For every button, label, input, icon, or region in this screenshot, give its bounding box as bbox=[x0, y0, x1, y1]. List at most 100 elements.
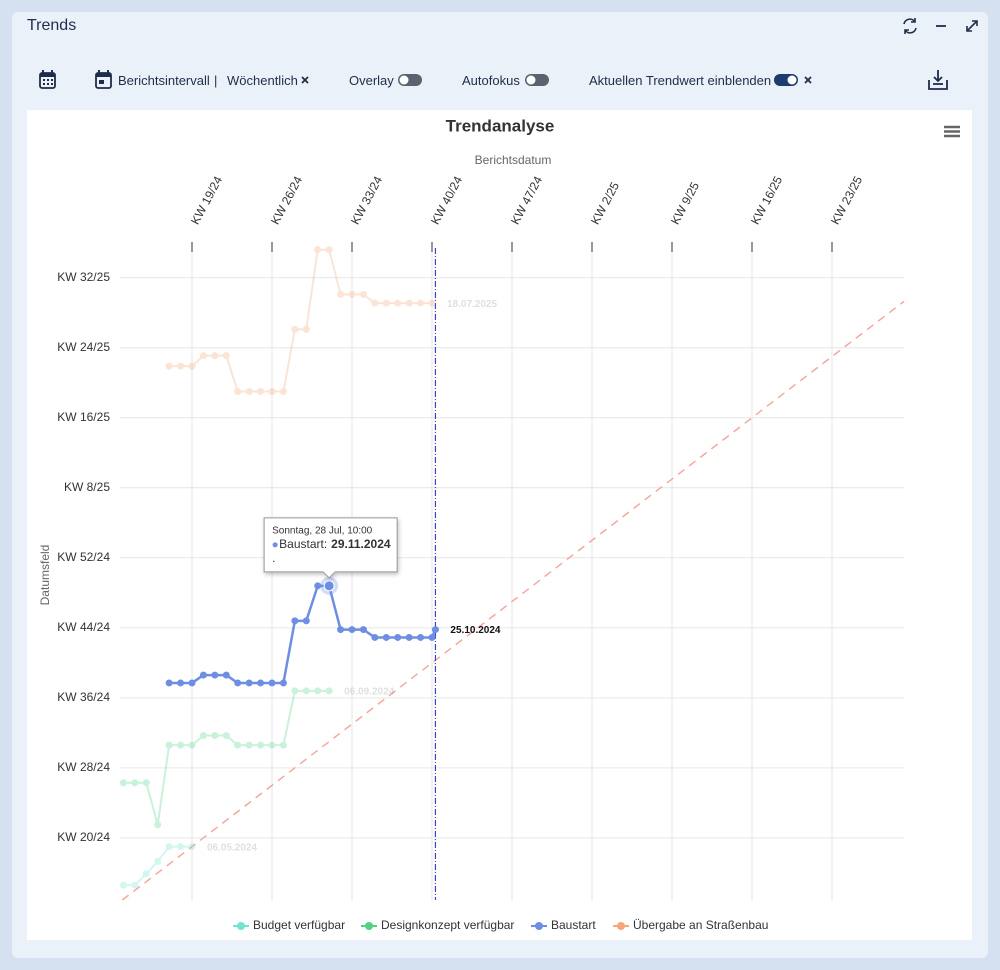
point bbox=[188, 362, 196, 370]
interval-label: Berichtsintervall bbox=[118, 73, 210, 88]
x-tick-label: KW 26/24 bbox=[268, 174, 305, 227]
y-tick-label: KW 20/24 bbox=[57, 830, 110, 844]
series-line bbox=[123, 689, 330, 825]
end-label: 25.10.2024 bbox=[450, 625, 500, 636]
point[interactable] bbox=[222, 671, 230, 679]
chart: Trendanalyse Berichtsdatum Datumsfeld KW… bbox=[38, 116, 960, 932]
point[interactable] bbox=[177, 679, 185, 687]
point bbox=[154, 821, 162, 829]
y-tick-label: KW 32/25 bbox=[57, 270, 110, 284]
end-label: 18.07.2025 bbox=[447, 299, 497, 310]
toggle-switch[interactable] bbox=[398, 74, 422, 86]
point bbox=[154, 857, 162, 865]
series: 06.05.2024 bbox=[119, 842, 257, 889]
point bbox=[314, 246, 322, 254]
point[interactable] bbox=[165, 679, 173, 687]
calendar-button[interactable] bbox=[39, 70, 56, 89]
point[interactable] bbox=[394, 633, 402, 641]
legend-item[interactable]: Baustart bbox=[531, 918, 596, 932]
point bbox=[257, 388, 265, 396]
point[interactable] bbox=[314, 582, 322, 590]
point bbox=[337, 290, 345, 298]
chart-container: Trendanalyse Berichtsdatum Datumsfeld KW… bbox=[27, 110, 972, 940]
point bbox=[211, 352, 219, 360]
point[interactable] bbox=[268, 679, 276, 687]
point bbox=[359, 290, 367, 298]
legend-item[interactable]: Übergabe an Straßenbau bbox=[613, 918, 768, 932]
point[interactable] bbox=[337, 626, 345, 634]
point[interactable] bbox=[257, 679, 265, 687]
y-tick-label: KW 8/25 bbox=[64, 480, 110, 494]
point bbox=[325, 687, 333, 695]
x-tick-label: KW 23/25 bbox=[828, 174, 865, 227]
point[interactable] bbox=[211, 671, 219, 679]
x-axis-title: Berichtsdatum bbox=[475, 153, 552, 167]
point bbox=[234, 741, 242, 749]
point[interactable] bbox=[199, 671, 207, 679]
point[interactable] bbox=[371, 633, 379, 641]
legend-item[interactable]: Budget verfügbar bbox=[233, 918, 345, 932]
point bbox=[382, 299, 390, 307]
point[interactable] bbox=[405, 633, 413, 641]
point bbox=[188, 843, 196, 851]
point[interactable] bbox=[348, 626, 356, 634]
point bbox=[199, 352, 207, 360]
point[interactable] bbox=[323, 580, 335, 592]
refresh-button[interactable] bbox=[903, 18, 917, 34]
y-tick-label: KW 28/24 bbox=[57, 760, 110, 774]
point bbox=[245, 741, 253, 749]
x-tick-label: KW 9/25 bbox=[668, 179, 702, 226]
point bbox=[245, 388, 253, 396]
toggle-knob bbox=[787, 75, 797, 85]
point[interactable] bbox=[188, 679, 196, 687]
toggles bbox=[398, 74, 798, 86]
end-label: 06.05.2024 bbox=[207, 842, 257, 853]
legend-item[interactable]: Designkonzept verfügbar bbox=[361, 918, 514, 932]
toggle-switch[interactable] bbox=[774, 74, 798, 86]
series: 18.07.2025 bbox=[165, 246, 497, 396]
point bbox=[394, 299, 402, 307]
x-tick-label: KW 47/24 bbox=[508, 174, 545, 227]
point[interactable] bbox=[291, 617, 299, 625]
clear-interval-button[interactable] bbox=[301, 76, 309, 84]
point bbox=[165, 741, 173, 749]
point bbox=[417, 299, 425, 307]
toggle-switch[interactable] bbox=[525, 74, 549, 86]
legend-label: Budget verfügbar bbox=[253, 918, 345, 932]
point[interactable] bbox=[382, 633, 390, 641]
reference-diagonal bbox=[121, 300, 905, 901]
interval-calendar-icon[interactable] bbox=[95, 70, 112, 89]
point[interactable] bbox=[234, 679, 242, 687]
download-button[interactable] bbox=[928, 70, 948, 90]
grid bbox=[120, 248, 904, 900]
point[interactable] bbox=[417, 633, 425, 641]
point bbox=[142, 870, 150, 878]
series-line bbox=[123, 845, 192, 887]
point[interactable] bbox=[279, 679, 287, 687]
point[interactable] bbox=[431, 626, 439, 634]
point[interactable] bbox=[245, 679, 253, 687]
legend-label: Übergabe an Straßenbau bbox=[633, 918, 768, 932]
point bbox=[119, 881, 127, 889]
chart-menu-button[interactable] bbox=[944, 125, 960, 138]
autofocus-label: Autofokus bbox=[462, 73, 520, 88]
point bbox=[279, 741, 287, 749]
tooltip-note: . bbox=[272, 551, 275, 565]
expand-button[interactable] bbox=[966, 20, 978, 32]
clear-trend-button[interactable] bbox=[804, 76, 812, 84]
interval-value[interactable]: Wöchentlich bbox=[227, 73, 298, 88]
y-tick-label: KW 52/24 bbox=[57, 550, 110, 564]
point bbox=[131, 881, 139, 889]
point[interactable] bbox=[302, 617, 310, 625]
point bbox=[199, 731, 207, 739]
overlay-label: Overlay bbox=[349, 73, 394, 88]
point[interactable] bbox=[359, 626, 367, 634]
legend-symbol bbox=[617, 922, 625, 930]
point[interactable] bbox=[428, 633, 436, 641]
point bbox=[222, 352, 230, 360]
point bbox=[188, 741, 196, 749]
series-line bbox=[169, 584, 437, 685]
point bbox=[211, 731, 219, 739]
